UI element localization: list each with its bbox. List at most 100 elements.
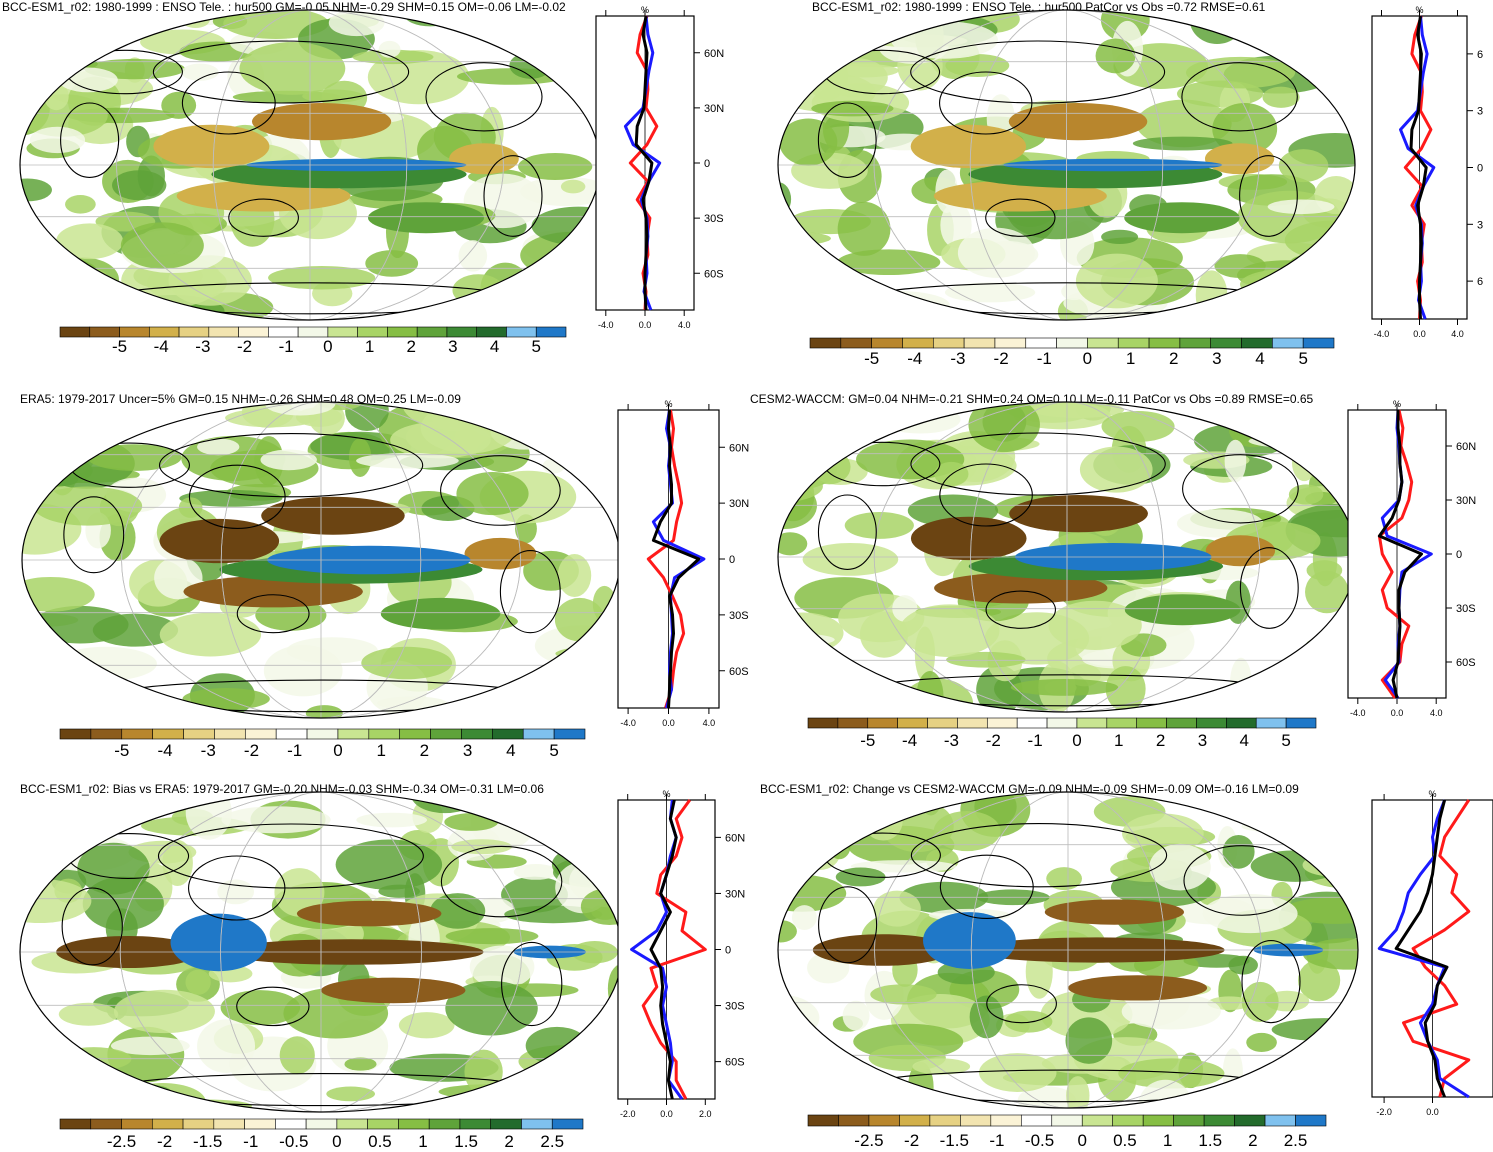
field-blob: [778, 61, 828, 75]
colorbar-label: -3: [195, 337, 210, 356]
colorbar-label: 1: [1163, 1131, 1172, 1150]
dry-anomaly: [252, 103, 392, 141]
graticule-lon: [212, 10, 408, 320]
map-field: [778, 792, 1358, 1108]
colorbar-swatch: [297, 326, 329, 338]
field-blob: [398, 1012, 455, 1039]
field-blob: [179, 489, 283, 507]
colorbar-label: -5: [860, 731, 875, 750]
graticule-lon: [873, 402, 1261, 712]
field-blob: [811, 100, 894, 117]
field-blob: [22, 684, 73, 718]
lat-label: 30N: [725, 888, 745, 900]
continent-outline: [985, 198, 1056, 237]
lat-label: 30S: [725, 1001, 745, 1013]
colorbar-label: 3: [1212, 349, 1221, 368]
field-blob: [452, 274, 505, 307]
field-blob: [119, 1083, 206, 1112]
field-blob: [185, 969, 211, 995]
colorbar-label: 1.5: [454, 1132, 478, 1151]
map-field: [20, 10, 600, 320]
field-blob: [522, 280, 549, 310]
field-blob: [1228, 955, 1258, 975]
colorbar-label: -1.5: [940, 1131, 969, 1150]
lat-label: 60N: [1456, 441, 1476, 453]
field-blob: [117, 690, 161, 706]
colorbar-swatch: [1016, 717, 1048, 729]
field-blob: [518, 153, 593, 181]
colorbar-swatch: [867, 717, 898, 729]
field-blob: [113, 989, 215, 1034]
colorbar-label: 5: [1298, 349, 1307, 368]
field-blob: [835, 867, 886, 887]
lat-label: 60N: [729, 442, 749, 454]
colorbar-label: 0: [333, 741, 342, 760]
field-blob: [444, 813, 499, 831]
colorbar-swatch: [490, 1118, 522, 1130]
colorbar-label: 0: [1072, 731, 1081, 750]
field-blob: [1105, 666, 1146, 712]
field-blob: [1262, 86, 1300, 108]
colorbar-swatch: [1056, 337, 1088, 349]
field-blob: [778, 1080, 820, 1101]
field-blob: [62, 290, 118, 311]
colorbar-swatch: [927, 717, 958, 729]
lat-label: 0: [725, 945, 731, 957]
continent-outline: [910, 823, 1168, 888]
colorbar-swatch: [963, 337, 996, 349]
colorbar-label: 2.5: [540, 1132, 564, 1151]
colorbar-swatch: [1272, 337, 1304, 349]
field-blob: [561, 673, 620, 698]
field-blob: [824, 691, 859, 709]
field-blob: [1101, 229, 1139, 245]
field-blob: [873, 890, 921, 927]
field-blob: [534, 262, 571, 281]
continent-outline: [425, 62, 543, 132]
field-blob: [274, 868, 325, 917]
field-blob: [479, 402, 565, 415]
field-blob: [20, 34, 70, 56]
field-blob: [20, 13, 66, 53]
continent-outline: [1182, 454, 1299, 524]
colorbar-swatch: [807, 717, 839, 729]
dry-anomaly: [1009, 494, 1148, 533]
colorbar: -5 -4 -3 -2 -1 0 1 2 3 4 5: [59, 728, 586, 760]
field-blob: [473, 691, 579, 718]
x-label: -4.0: [1350, 708, 1366, 718]
dry-anomaly: [910, 124, 1027, 169]
x-label: -4.0: [620, 718, 636, 728]
colorbar-label: -4: [907, 349, 922, 368]
field-blob: [328, 10, 385, 37]
field-blob: [1246, 1032, 1277, 1052]
dry-anomaly: [1008, 103, 1148, 141]
field-blob: [120, 222, 204, 269]
graticule-lon: [970, 402, 1164, 712]
colorbar-label: 0: [332, 1132, 341, 1151]
colorbar-swatch: [1295, 1114, 1327, 1127]
continent-outline: [817, 102, 877, 178]
field-blob: [944, 282, 1036, 303]
continent-outline: [61, 887, 123, 966]
map-border: [777, 9, 1356, 321]
colorbar-swatch: [208, 326, 239, 338]
colorbar-label: 3: [463, 741, 472, 760]
dry-anomaly: [1204, 143, 1275, 175]
colorbar-label: 1: [365, 337, 374, 356]
field-blob: [161, 91, 197, 119]
lat-label: 6: [1477, 49, 1483, 61]
continent-outline: [236, 986, 310, 1027]
continent-outline: [1181, 62, 1298, 132]
field-blob: [451, 839, 512, 855]
continent-outline: [985, 590, 1056, 629]
colorbar-swatch: [837, 717, 869, 729]
field-blob: [20, 878, 92, 924]
x-label: 0.0: [662, 718, 675, 728]
model-curve: [641, 799, 707, 1100]
field-blob: [286, 637, 378, 664]
wet-anomaly: [380, 597, 501, 630]
colorbar-swatch: [446, 326, 478, 338]
field-blob: [197, 438, 240, 456]
colorbar-label: 0: [1078, 1131, 1087, 1150]
field-blob: [782, 285, 823, 311]
